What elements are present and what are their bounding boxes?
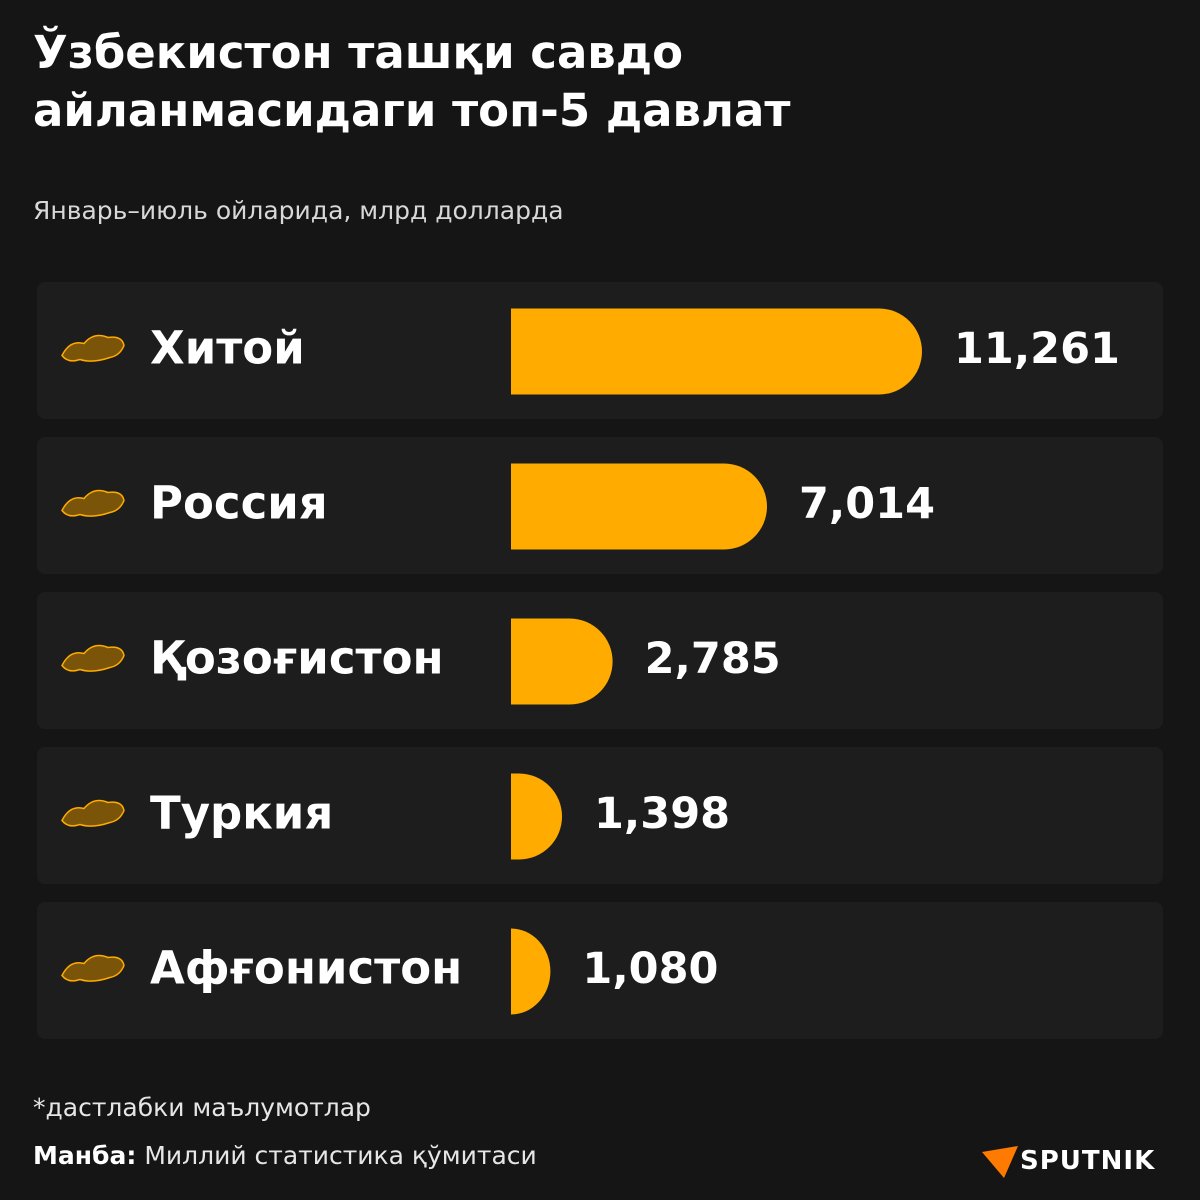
bar xyxy=(511,308,922,395)
country-icon xyxy=(61,799,125,827)
country-icon xyxy=(61,644,125,672)
value-label: 7,014 xyxy=(799,479,935,529)
brand: SPUTNIK xyxy=(1020,1146,1156,1176)
bar xyxy=(511,928,551,1015)
source-text: Миллий статистика қўмитаси xyxy=(144,1141,537,1170)
source: Манба: Миллий статистика қўмитаси xyxy=(33,1141,537,1170)
value-label: 1,398 xyxy=(594,789,730,839)
category-label: Туркия xyxy=(150,787,333,840)
bar xyxy=(511,618,613,705)
footnote: *дастлабки маълумотлар xyxy=(33,1093,371,1122)
chart-title: Ўзбекистон ташқи савдо айланмасидаги топ… xyxy=(33,26,791,137)
row-card xyxy=(37,747,1163,884)
category-label: Афғонистон xyxy=(150,942,462,995)
value-label: 11,261 xyxy=(954,324,1120,374)
row-card xyxy=(37,902,1163,1039)
value-label: 1,080 xyxy=(582,944,718,994)
category-label: Хитой xyxy=(150,322,305,375)
chart-subtitle: Январь–июль ойларида, млрд долларда xyxy=(33,196,564,225)
value-label: 2,785 xyxy=(645,634,781,684)
category-label: Қозоғистон xyxy=(150,632,444,685)
country-icon xyxy=(61,489,125,517)
source-label: Манба: xyxy=(33,1141,137,1170)
bar xyxy=(511,773,563,860)
country-icon xyxy=(61,954,125,982)
bar xyxy=(511,463,767,550)
country-icon xyxy=(61,334,125,362)
category-label: Россия xyxy=(150,477,328,530)
